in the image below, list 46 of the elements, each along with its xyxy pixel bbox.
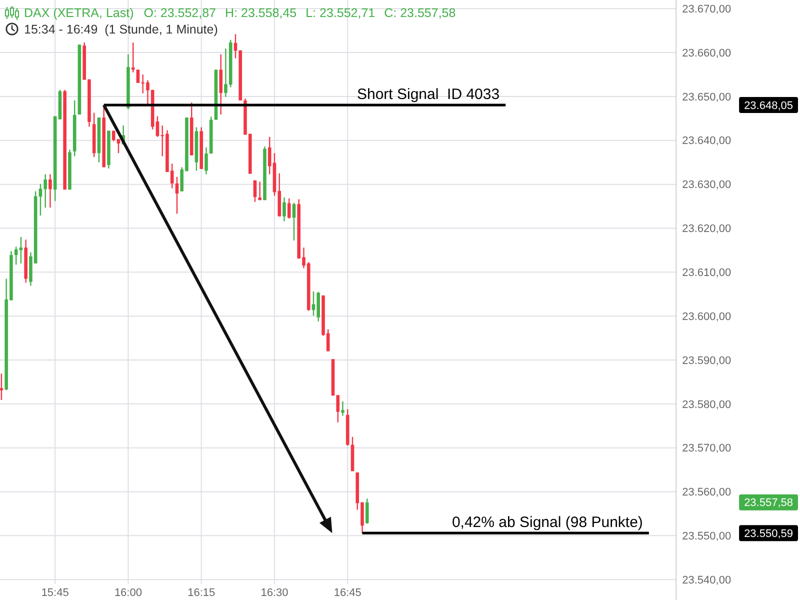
y2-tick-label: 23.648,05	[744, 100, 793, 112]
candlestick	[175, 176, 179, 214]
candlestick	[287, 198, 291, 220]
y2-tick-label: 23.550,59	[744, 528, 793, 540]
text: 15:34 - 16:49 (1 Stunde, 1 Minute)	[24, 22, 218, 36]
annotation: H: 23.558,45	[225, 6, 297, 20]
x-tick-label: 16:30	[260, 587, 288, 599]
y2-tick-label: 23.557,58	[744, 497, 793, 510]
candlestick	[253, 180, 257, 202]
candlestick	[258, 181, 262, 201]
candlestick	[365, 498, 369, 524]
y-tick-label: 23.670,00	[682, 3, 732, 16]
candlestick	[292, 202, 296, 242]
candlestick	[341, 400, 344, 416]
candlestick	[112, 130, 116, 142]
y-tick-label: 23.600,00	[682, 310, 732, 323]
annotation: O: 23.552,87	[144, 6, 216, 20]
y-tick-label: 23.610,00	[682, 267, 732, 280]
annotation: Short Signal ID 4033	[356, 86, 500, 104]
annotation: 0,42% ab Signal (98 Punkte)	[452, 514, 643, 532]
y-tick-label: 23.540,00	[682, 574, 732, 586]
annotation: C: 23.557,58	[384, 6, 456, 20]
candlestick	[116, 138, 120, 154]
y-tick-label: 23.550,00	[682, 530, 732, 543]
y-tick-label: 23.660,00	[682, 47, 732, 60]
y-tick-label: 23.630,00	[682, 179, 732, 192]
candlestick	[204, 146, 208, 175]
y-tick-label: 23.620,00	[682, 223, 732, 236]
candlestick	[282, 196, 286, 222]
annotation: L: 23.552,71	[306, 6, 376, 20]
candlestick	[0, 373, 4, 401]
chart-title: DAX (XETRA, Last)	[24, 6, 134, 20]
x-tick-label: 16:00	[114, 587, 142, 599]
y-tick-label: 23.580,00	[682, 398, 732, 411]
candlestick	[131, 42, 135, 73]
x-tick-label: 16:15	[188, 587, 216, 599]
y-tick-label: 23.640,00	[682, 135, 732, 148]
candlestick	[219, 54, 223, 116]
y-tick-label: 23.560,00	[682, 486, 732, 499]
y-tick-label: 23.650,00	[682, 91, 732, 104]
x-tick-label: 16:45	[334, 587, 362, 599]
candlestick	[268, 136, 272, 175]
candlestick	[48, 174, 52, 208]
y-tick-label: 23.570,00	[682, 442, 732, 455]
y-tick-label: 23.590,00	[682, 354, 732, 367]
x-tick-label: 15:45	[41, 587, 69, 599]
